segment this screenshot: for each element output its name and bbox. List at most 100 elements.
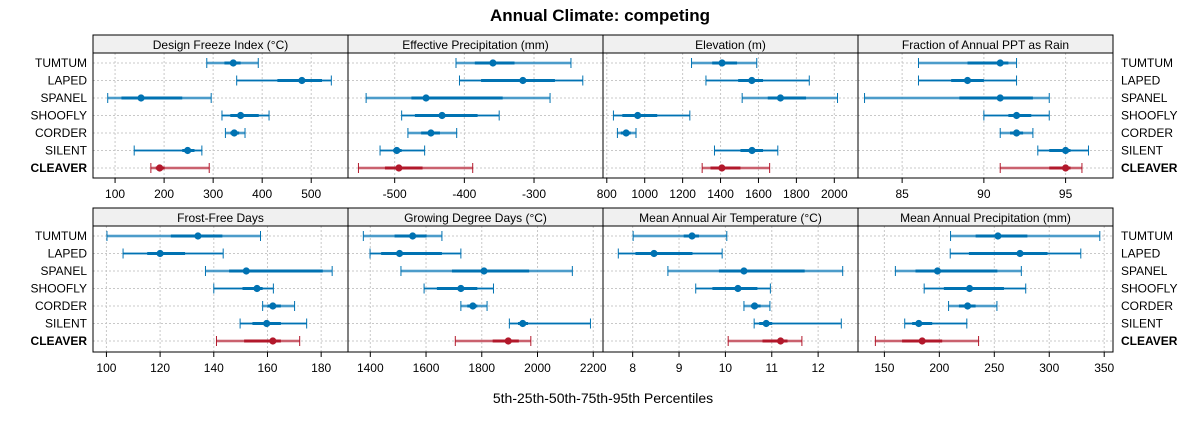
percentile-mark-shoofly	[221, 110, 270, 121]
row-label-left-cleaver: CLEAVER	[31, 334, 88, 348]
median-point	[298, 76, 306, 85]
percentile-mark-shoofly	[213, 283, 274, 294]
median-point	[269, 302, 277, 310]
median-point	[519, 76, 527, 85]
percentile-mark-tumtum	[455, 58, 572, 68]
panel-strip-label: Mean Annual Precipitation (mm)	[900, 211, 1071, 225]
median-point	[776, 94, 785, 102]
x-tick-label: 300	[203, 187, 223, 201]
percentile-mark-cleaver	[357, 163, 474, 173]
percentile-mark-corder	[262, 301, 296, 311]
percentile-mark-corder	[616, 128, 637, 138]
chart-title: Annual Climate: competing	[490, 6, 710, 25]
percentile-mark-cleaver	[454, 336, 532, 346]
median-point	[650, 249, 658, 258]
x-tick-label: 180	[311, 361, 331, 375]
panel-border	[857, 225, 1114, 353]
percentile-mark-corder	[743, 301, 771, 311]
percentile-mark-spanel	[400, 266, 573, 276]
median-point	[933, 267, 942, 275]
x-axis-label: 5th-25th-50th-75th-95th Percentiles	[493, 390, 713, 406]
x-tick-label: 350	[1094, 361, 1114, 375]
row-label-right-silent: SILENT	[1121, 317, 1164, 331]
percentile-mark-tumtum	[691, 58, 758, 68]
row-label-left-cleaver: CLEAVER	[31, 161, 88, 175]
x-tick-label: 1600	[413, 361, 440, 375]
row-label-left-tumtum: TUMTUM	[35, 229, 87, 243]
percentile-mark-corder	[948, 301, 998, 311]
row-label-left-shoofly: SHOOFLY	[31, 109, 87, 123]
median-point	[762, 319, 770, 328]
median-point	[918, 337, 926, 345]
row-label-right-laped: LAPED	[1121, 74, 1161, 88]
percentile-mark-silent	[133, 145, 203, 156]
percentile-mark-tumtum	[106, 231, 261, 241]
median-point	[1016, 249, 1024, 258]
row-label-left-corder: CORDER	[35, 299, 87, 313]
panel-strip-label: Frost-Free Days	[177, 211, 264, 225]
median-point	[229, 59, 237, 67]
x-tick-label: 9	[676, 361, 683, 375]
median-point	[776, 337, 785, 345]
panel-border	[857, 52, 1114, 179]
x-tick-label: 100	[96, 361, 116, 375]
x-tick-label: 400	[252, 187, 272, 201]
median-point	[622, 129, 630, 137]
median-point	[409, 232, 417, 240]
row-label-right-corder: CORDER	[1121, 299, 1173, 313]
x-tick-label: 150	[874, 361, 894, 375]
x-tick-label: 8	[629, 361, 636, 375]
median-point	[395, 249, 404, 258]
percentile-mark-cleaver	[999, 163, 1083, 173]
percentile-mark-cleaver	[874, 336, 980, 346]
percentile-mark-corder	[999, 128, 1034, 138]
percentile-mark-silent	[753, 318, 842, 329]
median-point	[253, 284, 261, 293]
row-label-right-spanel: SPANEL	[1121, 91, 1168, 105]
row-label-right-tumtum: TUMTUM	[1121, 56, 1173, 70]
row-label-right-laped: LAPED	[1121, 247, 1161, 261]
x-tick-label: -300	[522, 187, 546, 201]
median-point	[137, 94, 145, 102]
panel-strip-label: Elevation (m)	[695, 38, 766, 52]
percentile-mark-silent	[713, 145, 779, 156]
x-tick-label: 1000	[631, 187, 658, 201]
x-tick-label: 160	[257, 361, 277, 375]
row-label-right-tumtum: TUMTUM	[1121, 229, 1173, 243]
panel-strip-label: Design Freeze Index (°C)	[153, 38, 289, 52]
row-label-left-spanel: SPANEL	[41, 264, 88, 278]
percentile-mark-corder	[460, 301, 488, 311]
row-label-right-shoofly: SHOOFLY	[1121, 282, 1177, 296]
panel-strip-label: Effective Precipitation (mm)	[402, 38, 549, 52]
percentile-mark-tumtum	[632, 231, 728, 241]
percentile-mark-silent	[239, 318, 308, 329]
median-point	[748, 146, 756, 155]
row-label-right-corder: CORDER	[1121, 126, 1173, 140]
percentile-mark-laped	[917, 75, 1018, 86]
median-point	[963, 302, 972, 310]
percentile-mark-tumtum	[917, 58, 1018, 68]
row-label-left-corder: CORDER	[35, 126, 87, 140]
panel: Design Freeze Index (°C) 100 200 300 400 500	[92, 34, 349, 201]
median-point	[1012, 111, 1021, 120]
percentile-mark-silent	[1037, 145, 1089, 156]
panel: Growing Degree Days (°C) 1400 1600 1800 2000…	[347, 207, 607, 375]
x-tick-label: 2200	[580, 361, 607, 375]
percentile-mark-tumtum	[362, 231, 443, 241]
median-point	[263, 319, 271, 328]
percentile-mark-tumtum	[950, 231, 1101, 241]
median-point	[438, 111, 446, 120]
x-tick-label: 200	[929, 361, 949, 375]
median-point	[457, 284, 465, 293]
x-tick-label: 800	[597, 187, 617, 201]
median-point	[469, 302, 477, 310]
panel: Mean Annual Precipitation (mm) 150 200 250 3…	[857, 207, 1115, 375]
x-tick-label: -500	[383, 187, 407, 201]
panel-strip-label: Growing Degree Days (°C)	[404, 211, 547, 225]
panel: Mean Annual Air Temperature (°C) 8 9 10 11 12	[602, 207, 859, 375]
percentile-mark-shoofly	[923, 283, 1027, 294]
median-point	[230, 129, 238, 137]
row-label-right-cleaver: CLEAVER	[1121, 334, 1178, 348]
median-point	[996, 59, 1004, 67]
panel: Frost-Free Days 100 120 140 160 180	[92, 207, 349, 375]
